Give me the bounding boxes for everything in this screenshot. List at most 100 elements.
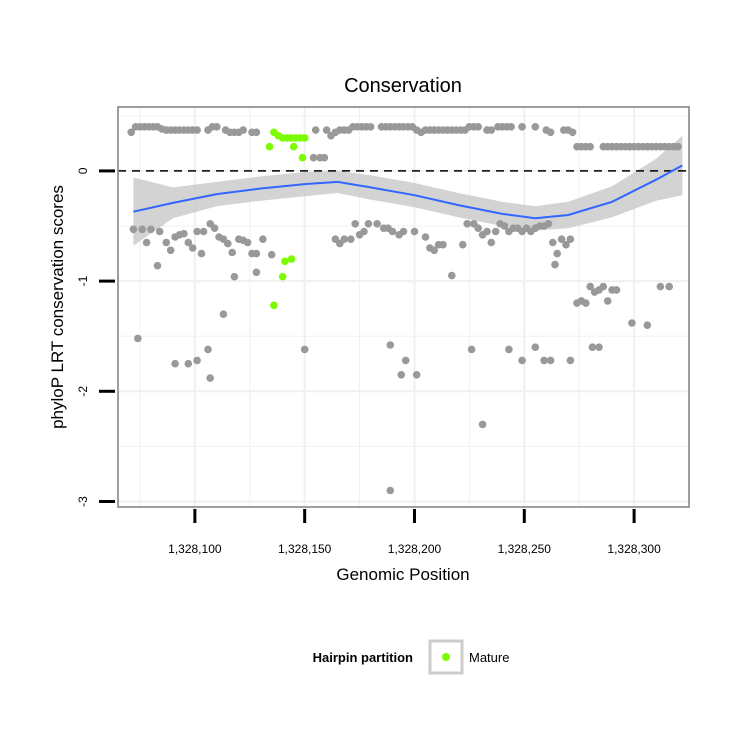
data-point — [505, 345, 513, 354]
data-point — [546, 356, 555, 365]
data-point — [474, 224, 483, 232]
data-point — [643, 321, 652, 330]
data-point — [138, 225, 146, 234]
data-point — [228, 248, 236, 257]
data-point — [568, 128, 577, 137]
data-point — [566, 235, 575, 243]
data-point — [487, 238, 496, 247]
legend-title: Hairpin partition — [313, 650, 413, 665]
data-point — [656, 282, 665, 291]
data-point — [259, 235, 267, 243]
data-point — [582, 299, 590, 307]
data-point — [467, 345, 476, 354]
data-point — [531, 123, 540, 131]
mature-data-point — [298, 153, 307, 162]
x-tick-label: 1,328,200 — [388, 542, 442, 556]
legend-key-mature — [442, 653, 450, 661]
data-point — [300, 345, 309, 354]
data-point — [612, 286, 621, 294]
data-point — [364, 220, 373, 228]
data-point — [210, 224, 219, 232]
data-point — [628, 319, 636, 327]
y-tick-label: -2 — [76, 386, 90, 397]
data-point — [439, 240, 447, 249]
data-point — [147, 225, 155, 234]
data-point — [193, 356, 201, 365]
data-point — [224, 239, 232, 248]
data-point — [397, 371, 406, 379]
data-point — [171, 359, 179, 368]
x-axis: 1,328,100 1,328,150 1,328,200 1,328,250 1,32… — [168, 509, 661, 556]
data-point — [410, 227, 419, 236]
smooth-curve — [133, 164, 683, 220]
data-point — [595, 343, 603, 352]
mature-data-point — [278, 272, 287, 281]
data-point — [388, 227, 397, 236]
mature-data-point — [287, 255, 296, 263]
data-point — [204, 345, 212, 354]
data-point — [184, 238, 193, 247]
data-point — [309, 153, 318, 162]
data-point — [252, 268, 261, 277]
data-point — [562, 240, 570, 249]
data-point — [566, 356, 575, 365]
data-point — [360, 227, 368, 236]
data-point — [213, 123, 221, 131]
data-point — [421, 233, 430, 241]
panel-border — [117, 106, 690, 508]
mature-data-point — [289, 142, 298, 151]
data-point — [588, 343, 597, 352]
data-point — [366, 123, 375, 131]
data-point — [399, 227, 408, 236]
data-point — [483, 227, 491, 236]
y-axis-label: phyloP LRT conservation scores — [48, 185, 67, 429]
mature-data-point — [265, 142, 274, 151]
data-point — [546, 128, 555, 137]
legend: Hairpin partition Mature — [313, 639, 509, 675]
data-point — [129, 225, 138, 234]
data-point — [267, 250, 276, 259]
data-point — [478, 420, 487, 429]
data-point — [474, 123, 483, 131]
data-point — [347, 235, 355, 243]
x-tick-label: 1,328,100 — [168, 542, 222, 556]
data-point — [166, 246, 175, 255]
data-point — [553, 249, 561, 258]
mature-data-point — [300, 134, 309, 142]
data-point — [500, 222, 509, 230]
data-point — [487, 126, 496, 134]
x-tick-label: 1,328,250 — [498, 542, 552, 556]
data-point — [540, 356, 548, 365]
mature-data-point — [270, 301, 278, 310]
data-point — [252, 128, 261, 137]
data-point — [463, 220, 472, 228]
y-tick-label: -1 — [76, 275, 90, 286]
data-point — [586, 282, 594, 291]
data-point — [491, 227, 500, 236]
x-tick-label: 1,328,300 — [607, 542, 661, 556]
y-axis: 0 -1 -2 -3 — [76, 167, 115, 507]
x-tick-label: 1,328,150 — [278, 542, 332, 556]
y-tick-label: -3 — [76, 496, 90, 507]
data-point — [153, 261, 162, 270]
data-point — [193, 227, 201, 236]
data-point — [518, 123, 526, 131]
data-point — [531, 343, 540, 352]
data-point — [351, 220, 360, 228]
data-point — [459, 240, 467, 249]
data-point — [401, 356, 410, 365]
data-points — [127, 123, 682, 495]
mature-data-point — [281, 257, 289, 266]
data-point — [199, 227, 208, 236]
data-point — [373, 220, 381, 228]
data-point — [197, 249, 206, 258]
data-point — [549, 238, 557, 247]
legend-label-mature: Mature — [469, 650, 509, 665]
data-point — [386, 341, 395, 349]
legend-key-box — [428, 639, 464, 675]
data-point — [311, 126, 320, 134]
y-tick-label: 0 — [76, 167, 90, 174]
data-point — [507, 123, 515, 131]
data-point — [162, 238, 171, 247]
